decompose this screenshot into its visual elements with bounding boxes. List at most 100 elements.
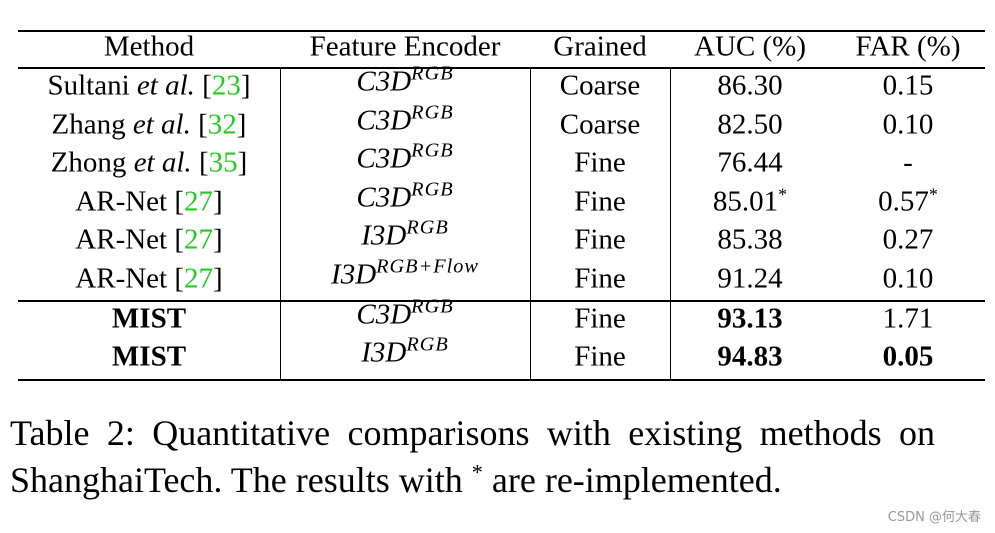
encoder-sup: RGB [406, 333, 449, 356]
auc-value: 93.13 [717, 302, 783, 335]
col-rule [530, 67, 532, 380]
text-segment: ] [236, 108, 247, 141]
text-segment: Table 2: Quantitative comparisons with e… [10, 413, 935, 500]
far-cell: 0.57* [878, 185, 938, 218]
grained: Fine [574, 185, 626, 218]
encoder-sup: RGB [411, 295, 454, 318]
far-cell: - [903, 146, 913, 179]
col-rule [670, 67, 672, 380]
header: FAR (%) [855, 30, 961, 63]
far-cell: 0.05 [882, 340, 934, 373]
method-cell: AR-Net [27] [75, 223, 223, 256]
text-segment: 27 [184, 185, 214, 218]
auc-value: 82.50 [717, 108, 783, 141]
encoder-sup: RGB [411, 62, 454, 85]
text-segment: AR-Net [ [75, 262, 185, 295]
far-value: - [903, 146, 913, 179]
text-segment: et al. [136, 69, 195, 102]
encoder-sup: RGB [411, 178, 454, 201]
auc-cell: 82.50 [717, 108, 783, 141]
grained-cell: Fine [574, 185, 626, 218]
far-cell: 0.15 [883, 71, 934, 101]
text-segment: [ [190, 108, 208, 141]
far-cell: 0.10 [882, 262, 934, 295]
encoder-base: C3D [356, 104, 412, 137]
encoder-sup: RGB [411, 101, 454, 124]
encoder-base: C3D [356, 142, 412, 175]
auc-cell: 94.83 [717, 342, 782, 372]
grained: Fine [574, 223, 626, 256]
header: Grained [553, 30, 647, 63]
method-cell: AR-Net [27] [75, 262, 222, 295]
grained-cell: Coarse [559, 69, 641, 102]
grained-cell: Fine [574, 262, 626, 295]
grained: Fine [574, 302, 626, 335]
auc-value: 86.30 [717, 69, 783, 102]
auc-cell: 76.44 [717, 148, 782, 178]
encoder-cell: C3DRGB [356, 179, 453, 214]
auc-value: 91.24 [717, 262, 783, 295]
far-value: 0.10 [882, 262, 934, 295]
encoder-base: C3D [356, 298, 412, 331]
text-segment: MIST [111, 340, 187, 373]
rule [18, 379, 985, 381]
caption: Table 2: Quantitative comparisons with e… [10, 410, 935, 504]
encoder-cell: I3DRGB+Flow [331, 256, 479, 291]
text-segment: Zhong [50, 146, 134, 179]
auc-cell: 85.01* [712, 185, 787, 218]
text-segment: are re-implemented. [482, 460, 782, 500]
encoder-cell: C3DRGB [356, 63, 453, 98]
auc-cell: 93.13 [717, 302, 783, 335]
header-cell: Method [103, 30, 195, 63]
auc-cell: 86.30 [717, 69, 783, 102]
grained: Coarse [559, 69, 641, 102]
rule [18, 30, 985, 32]
far-value: 0.05 [882, 340, 934, 373]
auc-value: 85.01 [712, 185, 779, 218]
grained: Coarse [559, 108, 641, 141]
text-segment: ] [213, 223, 223, 256]
encoder-cell: I3DRGB [361, 334, 449, 369]
encoder-base: C3D [356, 181, 412, 214]
grained: Fine [574, 262, 626, 295]
text-segment: Sultani [47, 69, 137, 102]
text-segment: AR-Net [ [75, 185, 185, 218]
rule [18, 300, 985, 302]
far-cell: 0.10 [882, 108, 934, 141]
grained-cell: Coarse [559, 108, 641, 141]
grained: Fine [574, 146, 626, 179]
encoder-base: C3D [356, 65, 412, 98]
text-segment: [ [194, 69, 212, 102]
grained-cell: Fine [574, 302, 626, 335]
header: AUC (%) [694, 32, 806, 62]
encoder-base: I3D [331, 258, 377, 291]
far-value: 0.57 [878, 185, 929, 218]
auc-value: 85.38 [717, 223, 783, 256]
method-cell: Zhong et al. [35] [50, 146, 248, 179]
header: Feature Encoder [310, 32, 501, 62]
text-segment: Zhang [51, 108, 133, 141]
encoder-cell: I3DRGB [361, 217, 449, 251]
grained: Fine [574, 340, 626, 373]
rule [18, 67, 985, 69]
text-segment: * [471, 459, 483, 485]
text-segment: 27 [184, 223, 214, 256]
encoder-base: I3D [361, 336, 407, 369]
header-cell: Grained [553, 30, 647, 63]
text-segment: 23 [211, 69, 241, 102]
header-cell: FAR (%) [855, 30, 961, 63]
grained-cell: Fine [574, 146, 626, 179]
text-segment: 27 [184, 262, 214, 295]
grained-cell: Fine [574, 223, 626, 256]
encoder-cell: C3DRGB [356, 140, 453, 175]
encoder-cell: C3DRGB [356, 102, 453, 137]
method-cell: AR-Net [27] [75, 185, 223, 218]
text-segment: 32 [207, 108, 237, 141]
text-segment: et al. [133, 146, 192, 179]
text-segment: ] [237, 146, 248, 179]
far-value: 0.10 [882, 108, 934, 141]
text-segment: ] [213, 185, 223, 218]
method-cell: Sultani et al. [23] [47, 69, 250, 102]
method-cell: MIST [112, 304, 186, 334]
far-cell: 0.27 [883, 225, 934, 255]
